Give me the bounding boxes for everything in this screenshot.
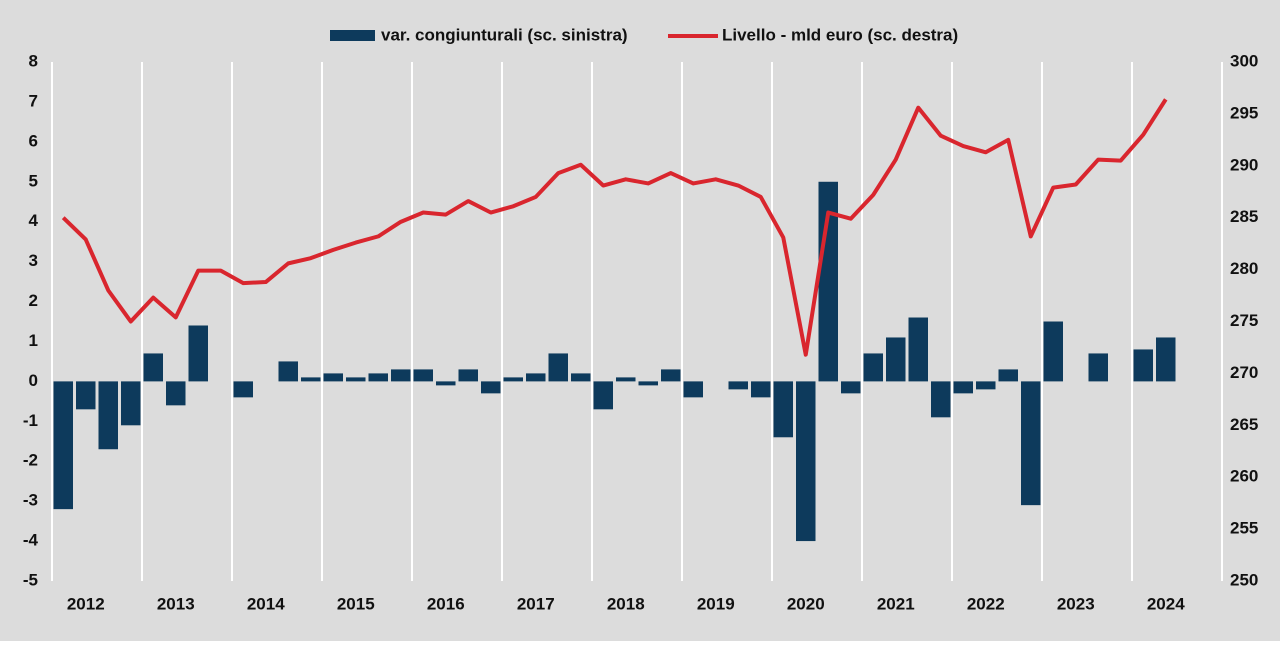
legend-label: var. congiunturali (sc. sinistra) bbox=[381, 25, 628, 44]
y2-tick-label: 285 bbox=[1230, 207, 1258, 226]
x-tick-label: 2016 bbox=[427, 594, 465, 613]
y-tick-label: 2 bbox=[29, 291, 38, 310]
y-tick-label: 1 bbox=[29, 331, 38, 350]
y-tick-label: -1 bbox=[23, 411, 38, 430]
y-tick-label: 7 bbox=[29, 91, 38, 110]
y-tick-label: -4 bbox=[23, 531, 39, 550]
y-tick-label: -2 bbox=[23, 451, 38, 470]
y-tick-label: 3 bbox=[29, 251, 38, 270]
y-tick-label: -5 bbox=[23, 570, 38, 589]
y-tick-label: -3 bbox=[23, 491, 38, 510]
x-tick-label: 2024 bbox=[1147, 594, 1185, 613]
x-tick-label: 2023 bbox=[1057, 594, 1095, 613]
bar bbox=[1088, 353, 1108, 382]
bar bbox=[121, 381, 141, 426]
bar bbox=[368, 373, 388, 382]
bar bbox=[188, 325, 208, 382]
bar bbox=[616, 377, 636, 382]
bar bbox=[976, 381, 996, 390]
bar bbox=[166, 381, 186, 406]
bar bbox=[998, 369, 1018, 382]
bar bbox=[931, 381, 951, 418]
bar bbox=[908, 317, 928, 382]
y2-tick-label: 300 bbox=[1230, 51, 1258, 70]
bar bbox=[548, 353, 568, 382]
x-tick-label: 2013 bbox=[157, 594, 195, 613]
x-tick-label: 2019 bbox=[697, 594, 735, 613]
bar bbox=[76, 381, 96, 410]
bar bbox=[346, 377, 366, 382]
bar bbox=[728, 381, 748, 390]
x-tick-label: 2014 bbox=[247, 594, 285, 613]
bar bbox=[143, 353, 163, 382]
bar bbox=[1156, 337, 1176, 382]
x-tick-label: 2017 bbox=[517, 594, 555, 613]
bar bbox=[638, 381, 658, 386]
y2-tick-label: 260 bbox=[1230, 467, 1258, 486]
bar bbox=[53, 381, 73, 510]
y2-tick-label: 270 bbox=[1230, 363, 1258, 382]
bar bbox=[841, 381, 861, 394]
bar bbox=[301, 377, 321, 382]
x-tick-label: 2020 bbox=[787, 594, 825, 613]
y2-tick-label: 290 bbox=[1230, 155, 1258, 174]
bar bbox=[773, 381, 793, 438]
bar bbox=[886, 337, 906, 382]
bar bbox=[683, 381, 703, 398]
x-tick-label: 2021 bbox=[877, 594, 915, 613]
bar bbox=[233, 381, 253, 398]
bar bbox=[796, 381, 816, 542]
legend-swatch bbox=[330, 30, 375, 41]
y2-tick-label: 275 bbox=[1230, 311, 1258, 330]
y2-tick-label: 280 bbox=[1230, 259, 1258, 278]
line bbox=[61, 98, 1168, 357]
x-tick-label: 2022 bbox=[967, 594, 1005, 613]
y-tick-label: 0 bbox=[29, 371, 38, 390]
bar bbox=[863, 353, 883, 382]
bar bbox=[436, 381, 456, 386]
legend-label: Livello - mld euro (sc. destra) bbox=[722, 25, 958, 44]
bar bbox=[458, 369, 478, 382]
y2-tick-label: 295 bbox=[1230, 103, 1258, 122]
y-tick-label: 6 bbox=[29, 131, 38, 150]
y-tick-label: 8 bbox=[29, 51, 38, 70]
bar bbox=[391, 369, 411, 382]
x-tick-label: 2018 bbox=[607, 594, 645, 613]
bar bbox=[1021, 381, 1041, 506]
bar bbox=[413, 369, 433, 382]
bar bbox=[323, 373, 343, 382]
bar bbox=[98, 381, 118, 450]
bar bbox=[661, 369, 681, 382]
bar bbox=[571, 373, 591, 382]
bar bbox=[278, 361, 298, 382]
y-tick-label: 4 bbox=[29, 211, 39, 230]
x-tick-label: 2015 bbox=[337, 594, 375, 613]
y2-tick-label: 250 bbox=[1230, 570, 1258, 589]
bar bbox=[481, 381, 501, 394]
x-tick-label: 2012 bbox=[67, 594, 105, 613]
bar bbox=[593, 381, 613, 410]
bar bbox=[526, 373, 546, 382]
y-tick-label: 5 bbox=[29, 171, 38, 190]
y2-tick-label: 255 bbox=[1230, 519, 1258, 538]
bar bbox=[1043, 321, 1063, 382]
bar bbox=[1133, 349, 1153, 382]
y2-tick-label: 265 bbox=[1230, 415, 1258, 434]
bar bbox=[751, 381, 771, 398]
bar bbox=[953, 381, 973, 394]
bar bbox=[503, 377, 523, 382]
